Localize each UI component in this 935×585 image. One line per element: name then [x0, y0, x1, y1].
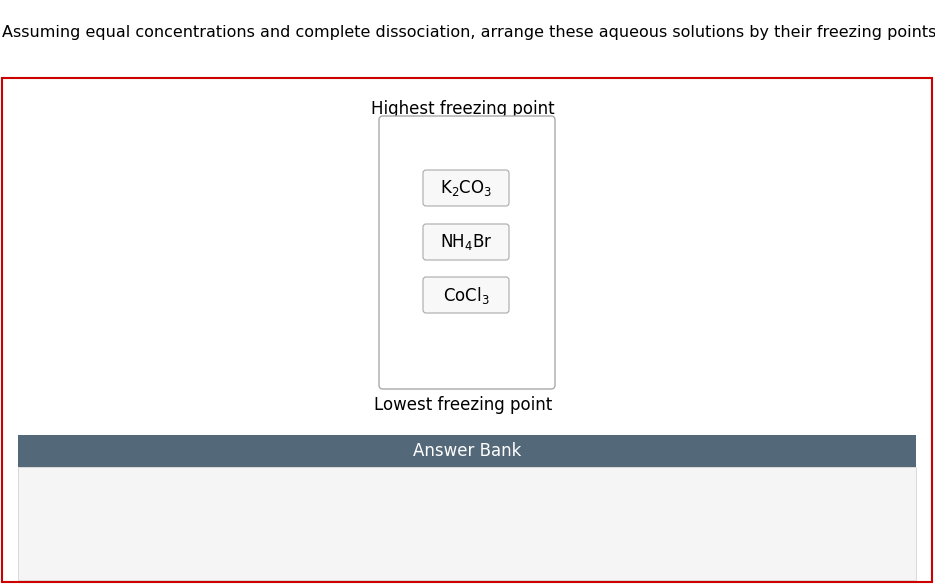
Text: NH$_4$Br: NH$_4$Br — [439, 232, 493, 252]
Text: Lowest freezing point: Lowest freezing point — [374, 396, 553, 414]
Text: Answer Bank: Answer Bank — [413, 442, 521, 460]
FancyBboxPatch shape — [379, 116, 555, 389]
FancyBboxPatch shape — [2, 78, 932, 582]
FancyBboxPatch shape — [423, 224, 509, 260]
FancyBboxPatch shape — [18, 435, 916, 467]
Text: CoCl$_3$: CoCl$_3$ — [442, 284, 489, 305]
Text: Highest freezing point: Highest freezing point — [371, 100, 554, 118]
Text: Assuming equal concentrations and complete dissociation, arrange these aqueous s: Assuming equal concentrations and comple… — [2, 25, 935, 40]
Text: K$_2$CO$_3$: K$_2$CO$_3$ — [439, 178, 492, 198]
FancyBboxPatch shape — [423, 170, 509, 206]
FancyBboxPatch shape — [423, 277, 509, 313]
FancyBboxPatch shape — [18, 467, 916, 580]
